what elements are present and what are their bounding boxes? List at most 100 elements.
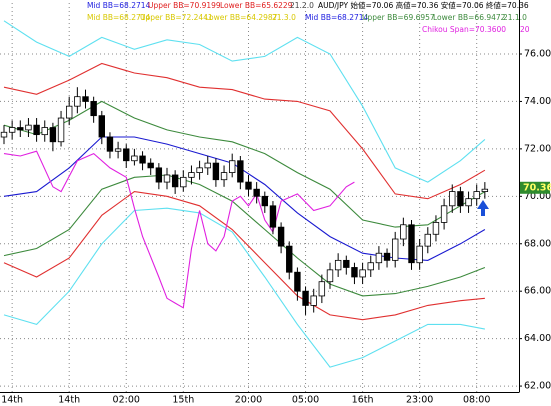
candle-body [17,127,24,131]
y-tick-label: 62.00 [524,381,551,392]
annotation: Upper BB=69.6957 [362,13,435,22]
candle-body [245,181,252,190]
candle-body [90,101,97,117]
candle-body [49,127,57,143]
candle-body [294,271,301,292]
candles [0,87,489,315]
annotation: Chikou Span=70.3600 [422,25,506,34]
overlay-line [3,191,485,321]
candle-body [481,188,489,192]
candle-body [0,131,8,138]
candle-body [25,124,32,131]
candle-body [465,198,472,207]
candle-body [82,96,89,102]
annotation: 21.1.0 [503,13,527,22]
candle-body [155,167,163,183]
candle-body [277,226,285,247]
candle-body [228,160,236,173]
x-tick-label: 14th [58,395,80,406]
annotation: Mid BB=68.2714 [87,13,151,22]
candle-body [196,167,203,173]
annotation: Lower BB=65.6229 [220,1,293,10]
candle-body [147,162,154,169]
candle-body [302,290,309,306]
candle-body [123,148,130,162]
candle-body [286,245,293,273]
x-tick-label: 02:00 [113,395,140,406]
candle-body [163,174,171,183]
candle-body [334,259,342,271]
y-tick-label: 64.00 [524,333,551,344]
current-price-box [520,181,550,194]
candle-body [367,262,374,271]
y-tick-label: 72.00 [524,143,551,154]
candle-body [326,269,334,283]
candle-body [424,233,431,247]
candle-body [383,252,391,261]
candle-body [114,148,122,152]
candle-body [400,224,407,240]
candle-body [171,174,179,188]
candle-body [139,155,146,164]
overlay-line [3,20,486,183]
candle-body [74,96,81,107]
candle-body [237,160,244,183]
x-tick-label: 20:00 [235,395,262,406]
annotation: Lower BB=64.2987 [205,13,278,22]
overlay-line [3,150,355,309]
up-arrow [477,200,489,216]
candle-body [66,105,73,119]
candle-body [41,127,48,136]
candle-body [188,172,195,178]
annotation: Lower BB=66.9472 [433,13,506,22]
candle-body [343,259,350,268]
y-tick-label: 76.00 [524,48,551,59]
candle-body [440,205,448,223]
candle-body [8,127,16,133]
candle-body [269,205,277,228]
candle-body [473,191,480,200]
candle-body [432,222,440,235]
candle-body [253,188,260,197]
candle-body [57,117,65,143]
candle-body [359,269,366,278]
candle-body [106,136,114,152]
candle-body [375,252,383,264]
annotation: Mid BB=68.2714 [305,13,369,22]
overlay-line [3,62,486,200]
candle-body [391,238,399,261]
annotation: AUD/JPY 始値=70.06 高値=70.36 安値=70.06 終値=70… [318,0,529,10]
x-tick-label: 16th [352,395,374,406]
candle-body [449,191,456,207]
x-tick-label: 15th [172,395,194,406]
candle-body [457,191,464,207]
current-price-label: 70.36 [523,182,551,193]
x-tick-label: 05:00 [292,395,319,406]
overlay-lines [3,20,486,368]
candle-body [261,195,268,207]
candle-body [131,155,138,162]
annotation: Mid BB=68.2714 [87,1,151,10]
annotation: Upper BB=70.9199 [148,1,221,10]
candle-body [220,172,228,181]
candle-body [318,281,326,297]
candle-body [33,124,40,136]
candle-body [408,224,415,264]
annotation: 20 [520,25,530,34]
overlay-line [3,174,486,297]
y-tick-label: 66.00 [524,286,551,297]
y-tick-label: 70.00 [524,191,551,202]
x-tick-label: 14th [1,395,23,406]
overlay-line [3,207,486,368]
x-tick-label: 23:00 [406,395,433,406]
candle-body [416,245,423,264]
y-tick-label: 68.00 [524,238,551,249]
annotation: Upper BB=72.2441 [140,13,213,22]
candle-body [98,115,105,138]
candle-body [212,162,220,181]
candle-body [180,176,187,188]
candle-body [204,162,211,169]
annotation: 21.3.0 [272,13,296,22]
